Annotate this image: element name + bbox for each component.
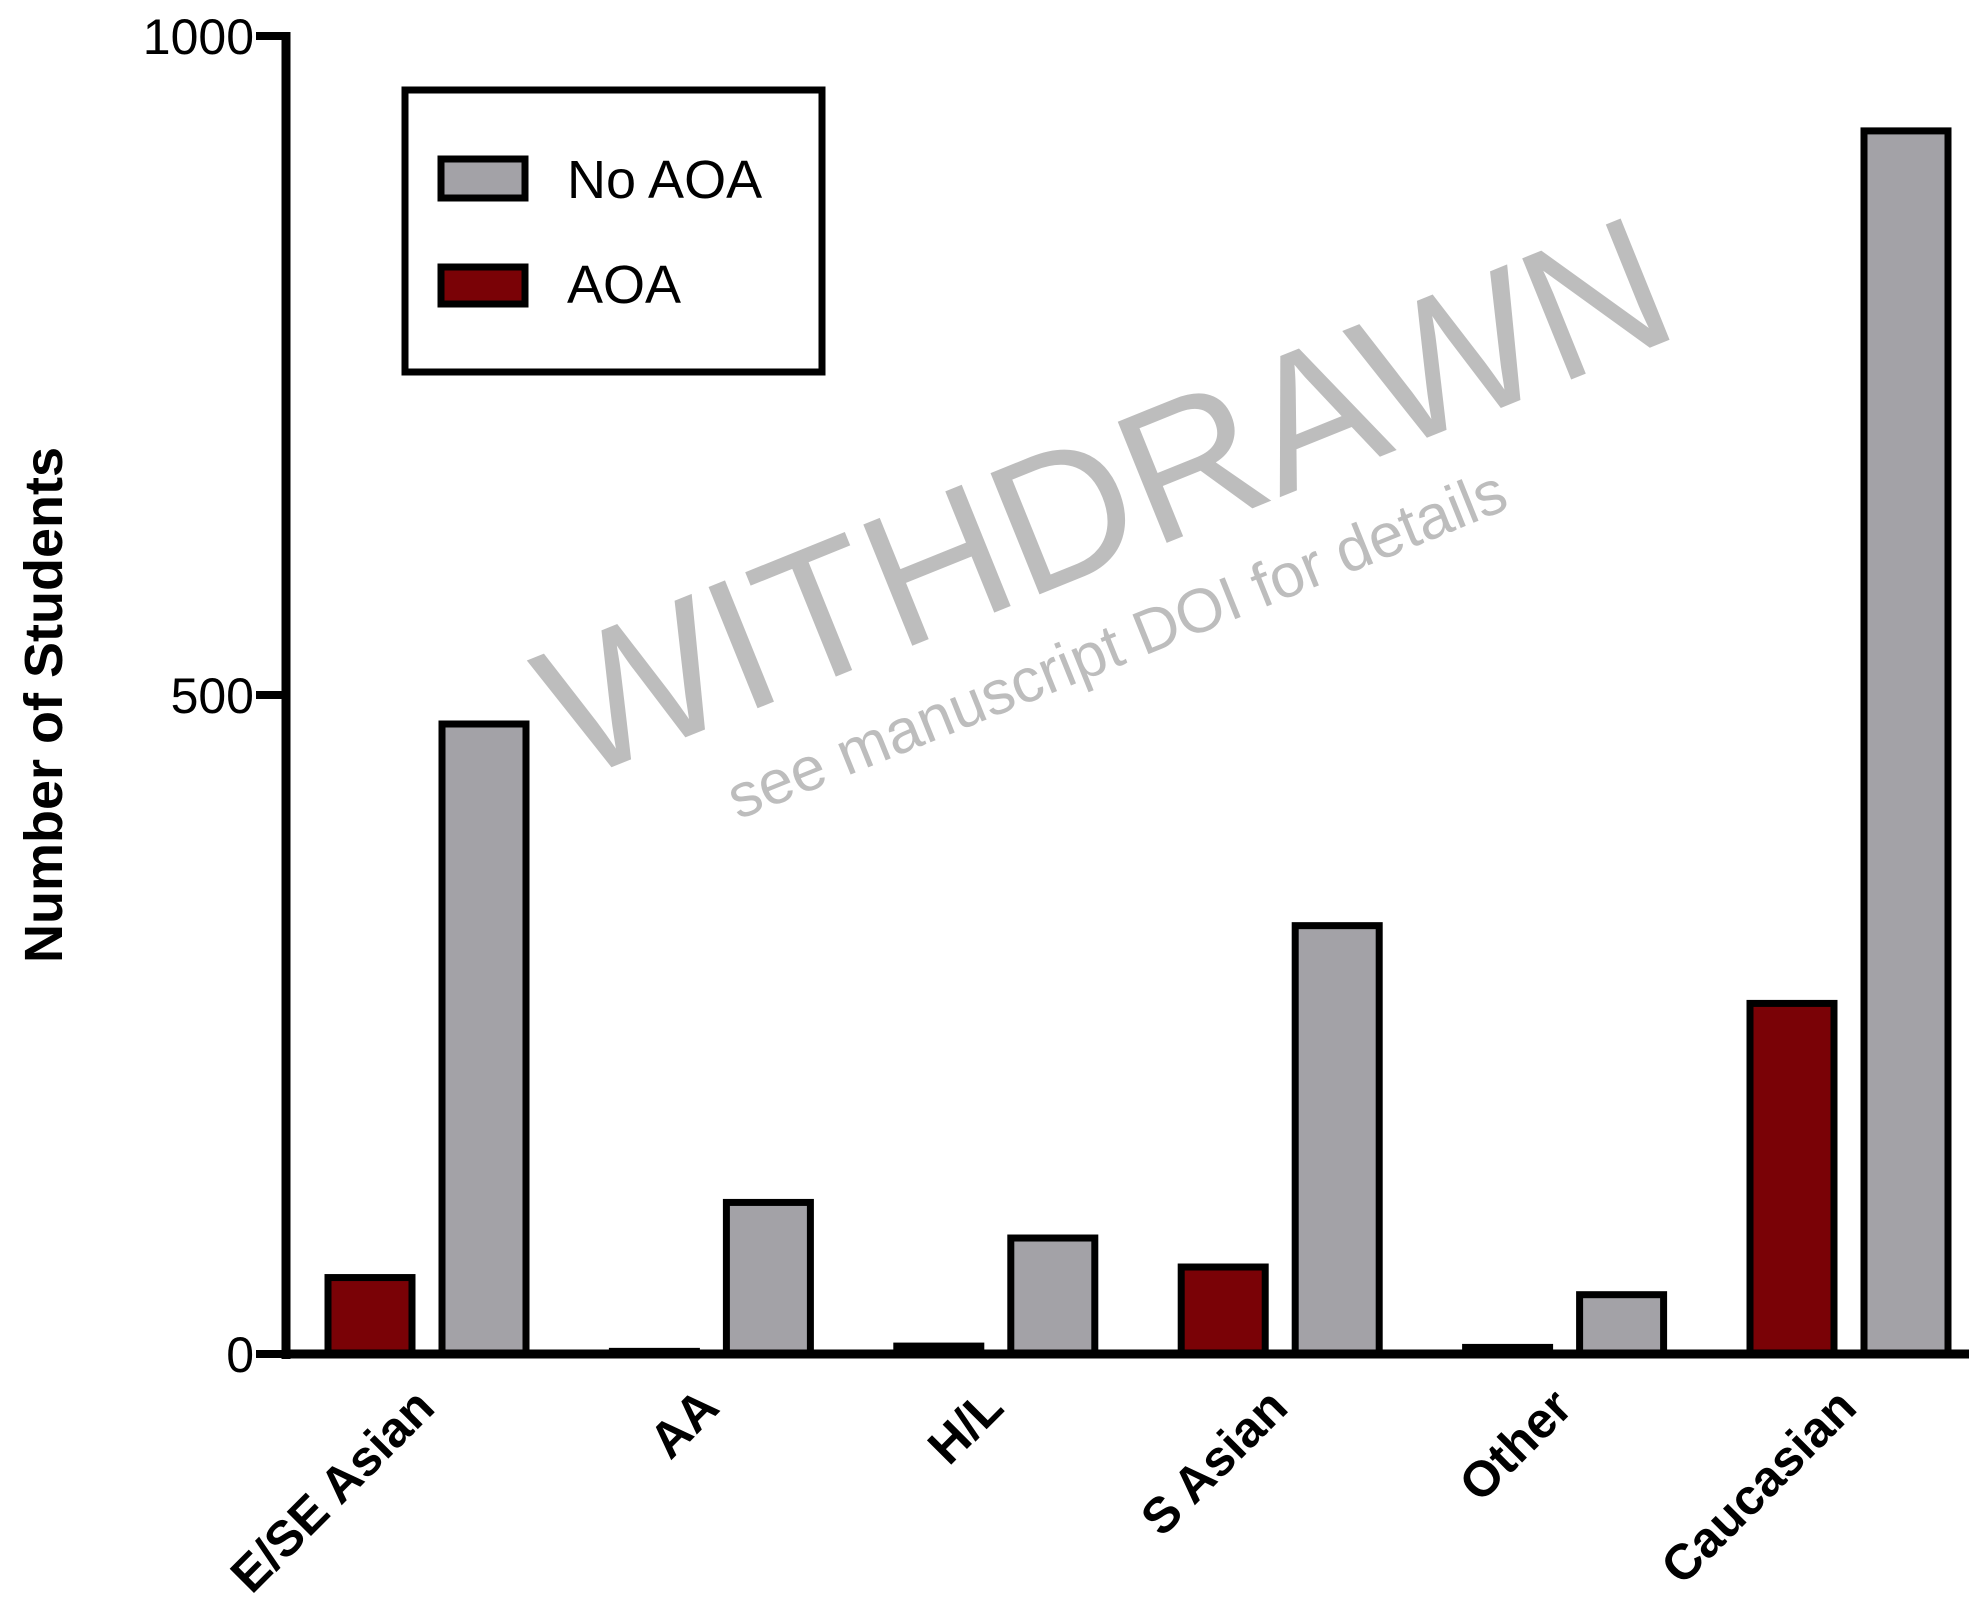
legend-label-aoa: AOA bbox=[567, 255, 681, 315]
bar-no-aoa-other bbox=[1576, 1291, 1668, 1358]
legend-label-no-aoa: No AOA bbox=[567, 150, 762, 210]
bar-no-aoa-s-asian bbox=[1291, 922, 1383, 1358]
bar-aoa-s-asian bbox=[1177, 1263, 1269, 1358]
y-axis-title: Number of Students bbox=[14, 447, 74, 963]
bars-layer bbox=[324, 127, 1952, 1358]
x-category-labels: E/SE Asian AA H/L S Asian Other Caucasian bbox=[220, 1378, 1867, 1603]
y-tick-label-1000: 1000 bbox=[143, 9, 254, 65]
legend: No AOA AOA bbox=[401, 86, 826, 376]
bar-no-aoa-e-se-asian bbox=[438, 720, 530, 1358]
legend-swatch-aoa bbox=[437, 263, 529, 308]
bar-no-aoa-h-l bbox=[1007, 1234, 1099, 1358]
x-label-caucasian: Caucasian bbox=[1650, 1378, 1866, 1594]
y-tick-label-500: 500 bbox=[171, 668, 254, 724]
bar-aoa-caucasian bbox=[1746, 999, 1838, 1358]
y-tick-label-0: 0 bbox=[226, 1327, 254, 1383]
x-label-aa: AA bbox=[639, 1378, 730, 1469]
bar-no-aoa-aa bbox=[722, 1198, 814, 1358]
x-label-h-l: H/L bbox=[917, 1378, 1014, 1475]
x-label-e-se-asian: E/SE Asian bbox=[220, 1378, 445, 1603]
bar-no-aoa-caucasian bbox=[1860, 127, 1952, 1358]
x-label-s-asian: S Asian bbox=[1130, 1378, 1298, 1546]
y-ticks: 0 500 1000 bbox=[143, 9, 286, 1383]
bar-aoa-e-se-asian bbox=[324, 1274, 416, 1358]
x-label-other: Other bbox=[1448, 1378, 1582, 1512]
legend-swatch-no-aoa bbox=[437, 155, 529, 202]
legend-frame bbox=[401, 86, 826, 376]
